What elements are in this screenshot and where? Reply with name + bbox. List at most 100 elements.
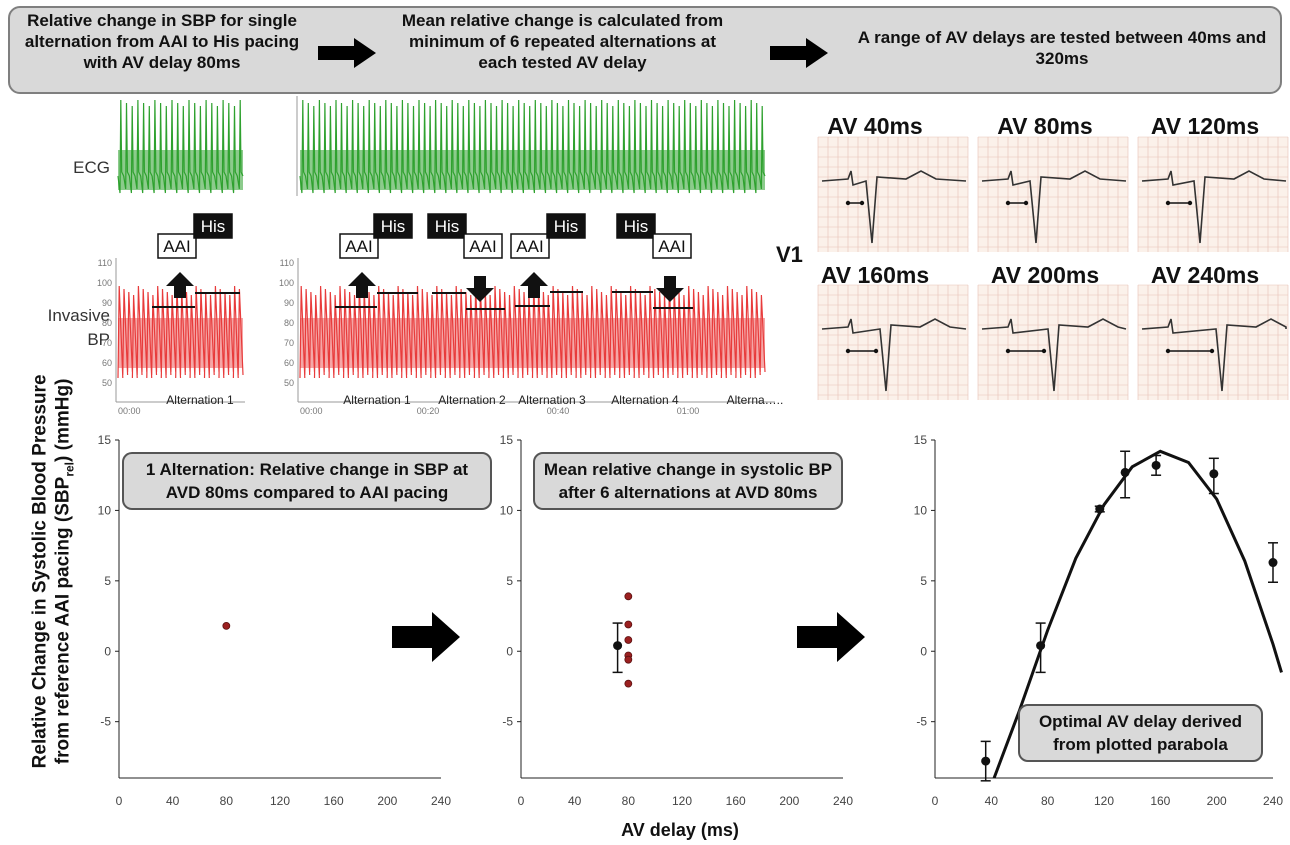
y-axis-title: Relative Change in Systolic Blood Pressu… <box>29 374 77 769</box>
time-tick-label: 00:00 <box>118 406 141 416</box>
bp-tick-label: 50 <box>284 378 294 388</box>
bp-tick-label: 110 <box>280 258 294 268</box>
y-tick-label: 0 <box>104 644 111 658</box>
bp-tick-label: 60 <box>284 358 294 368</box>
x-tick-label: 120 <box>270 794 290 808</box>
time-tick-label: 00:00 <box>300 406 323 416</box>
aai-mode-box-text: AAI <box>163 237 190 256</box>
v1-ecg-trace <box>821 318 967 392</box>
his-mode-box-text: His <box>435 217 460 236</box>
down-arrow-icon <box>656 276 684 302</box>
time-tick-label: 01:00 <box>677 406 700 416</box>
y-tick-label: 10 <box>98 503 112 517</box>
aai-mode-box <box>510 233 550 259</box>
aai-mode-box <box>652 233 692 259</box>
data-point <box>1095 504 1105 514</box>
time-tick-label: 00:40 <box>547 406 570 416</box>
scatter-panel: -5 0 5 10 15 0 40 80 120 160 200 240 <box>500 433 854 808</box>
data-point <box>1151 460 1161 470</box>
v1-ecg-trace <box>1141 318 1287 392</box>
y-tick-label: 5 <box>104 574 111 588</box>
x-tick-label: 80 <box>622 794 636 808</box>
ecg-trace-right <box>299 99 766 194</box>
data-point <box>1268 558 1278 568</box>
x-tick-label: 240 <box>1263 794 1283 808</box>
y-tick-label: 5 <box>920 574 927 588</box>
x-tick-label: 120 <box>1094 794 1114 808</box>
data-point <box>981 756 991 766</box>
bp-tick-label: 50 <box>102 378 112 388</box>
up-arrow-icon <box>520 272 548 298</box>
bp-tick-label: 60 <box>102 358 112 368</box>
alternation-label: Alternation 2 <box>438 393 506 407</box>
data-point <box>624 592 633 601</box>
v1-strip <box>977 136 1129 252</box>
av-delay-title: AV 120ms <box>1150 113 1260 139</box>
data-point <box>222 622 231 630</box>
x-tick-label: 200 <box>377 794 397 808</box>
v1-ecg-trace <box>981 170 1127 244</box>
callout-optimal-av: Optimal AV delay derived from plotted pa… <box>1018 704 1263 762</box>
step-1-text: Relative change in SBP for single altern… <box>24 11 300 72</box>
x-tick-label: 120 <box>672 794 692 808</box>
y-tick-label: 15 <box>914 433 928 447</box>
x-tick-label: 0 <box>518 794 525 808</box>
bp-tick-label: 70 <box>102 338 112 348</box>
v1-strip <box>817 136 969 252</box>
mean-point <box>613 641 623 651</box>
ecg-bp-traces: 110 110 100 100 90 90 80 80 70 70 60 60 50 50 00:00 00:… <box>97 96 783 416</box>
data-point <box>624 620 633 629</box>
bp-tick-label: 100 <box>97 278 112 288</box>
alternation-label: Alternation 1 <box>166 393 234 407</box>
his-mode-box <box>427 213 467 239</box>
aai-mode-box <box>339 233 379 259</box>
bp-tick-label: 80 <box>284 318 294 328</box>
v1-ecg-trace <box>981 318 1127 392</box>
data-point <box>624 636 633 644</box>
data-point <box>1036 641 1046 651</box>
up-arrow-icon <box>348 272 376 298</box>
his-mode-box-text: His <box>624 217 649 236</box>
data-point <box>624 679 633 688</box>
his-mode-box <box>193 213 233 239</box>
y-tick-label: -5 <box>100 715 111 729</box>
y-tick-label: 15 <box>500 433 514 447</box>
aai-mode-box-text: AAI <box>345 237 372 256</box>
y-tick-label: 10 <box>914 503 928 517</box>
banner-arrow-icon <box>770 38 828 68</box>
x-tick-label: 240 <box>431 794 451 808</box>
av-delay-title: AV 40ms <box>827 113 923 139</box>
his-mode-box-text: His <box>381 217 406 236</box>
bp-tick-label: 90 <box>102 298 112 308</box>
y-tick-label: -5 <box>502 715 513 729</box>
v1-ecg-trace <box>821 170 967 244</box>
time-tick-label: 00:20 <box>417 406 440 416</box>
x-tick-label: 0 <box>932 794 939 808</box>
aai-mode-box-text: AAI <box>516 237 543 256</box>
bp-label-line2: BP <box>87 330 110 349</box>
v1-ecg-grid <box>817 136 1289 400</box>
x-tick-label: 80 <box>1041 794 1055 808</box>
y-tick-label: 5 <box>506 574 513 588</box>
bp-tick-label: 80 <box>102 318 112 328</box>
x-tick-label: 240 <box>833 794 853 808</box>
alternation-label: Alternation 1 <box>343 393 411 407</box>
data-point <box>1209 469 1219 479</box>
up-arrow-icon <box>166 272 194 298</box>
y-tick-label: 10 <box>500 503 514 517</box>
aai-mode-box-text: AAI <box>658 237 685 256</box>
down-arrow-icon <box>466 276 494 302</box>
bp-tick-label: 70 <box>284 338 294 348</box>
x-tick-label: 160 <box>726 794 746 808</box>
v1-strip <box>1137 284 1289 400</box>
av-delay-title: AV 200ms <box>990 262 1100 288</box>
x-axis-title: AV delay (ms) <box>621 820 739 840</box>
bp-label-line1: Invasive <box>47 306 110 325</box>
x-tick-label: 160 <box>1150 794 1170 808</box>
step-3-text: A range of AV delays are tested between … <box>857 28 1267 68</box>
data-point <box>1120 467 1130 477</box>
v1-strip <box>1137 136 1289 252</box>
his-mode-box <box>373 213 413 239</box>
